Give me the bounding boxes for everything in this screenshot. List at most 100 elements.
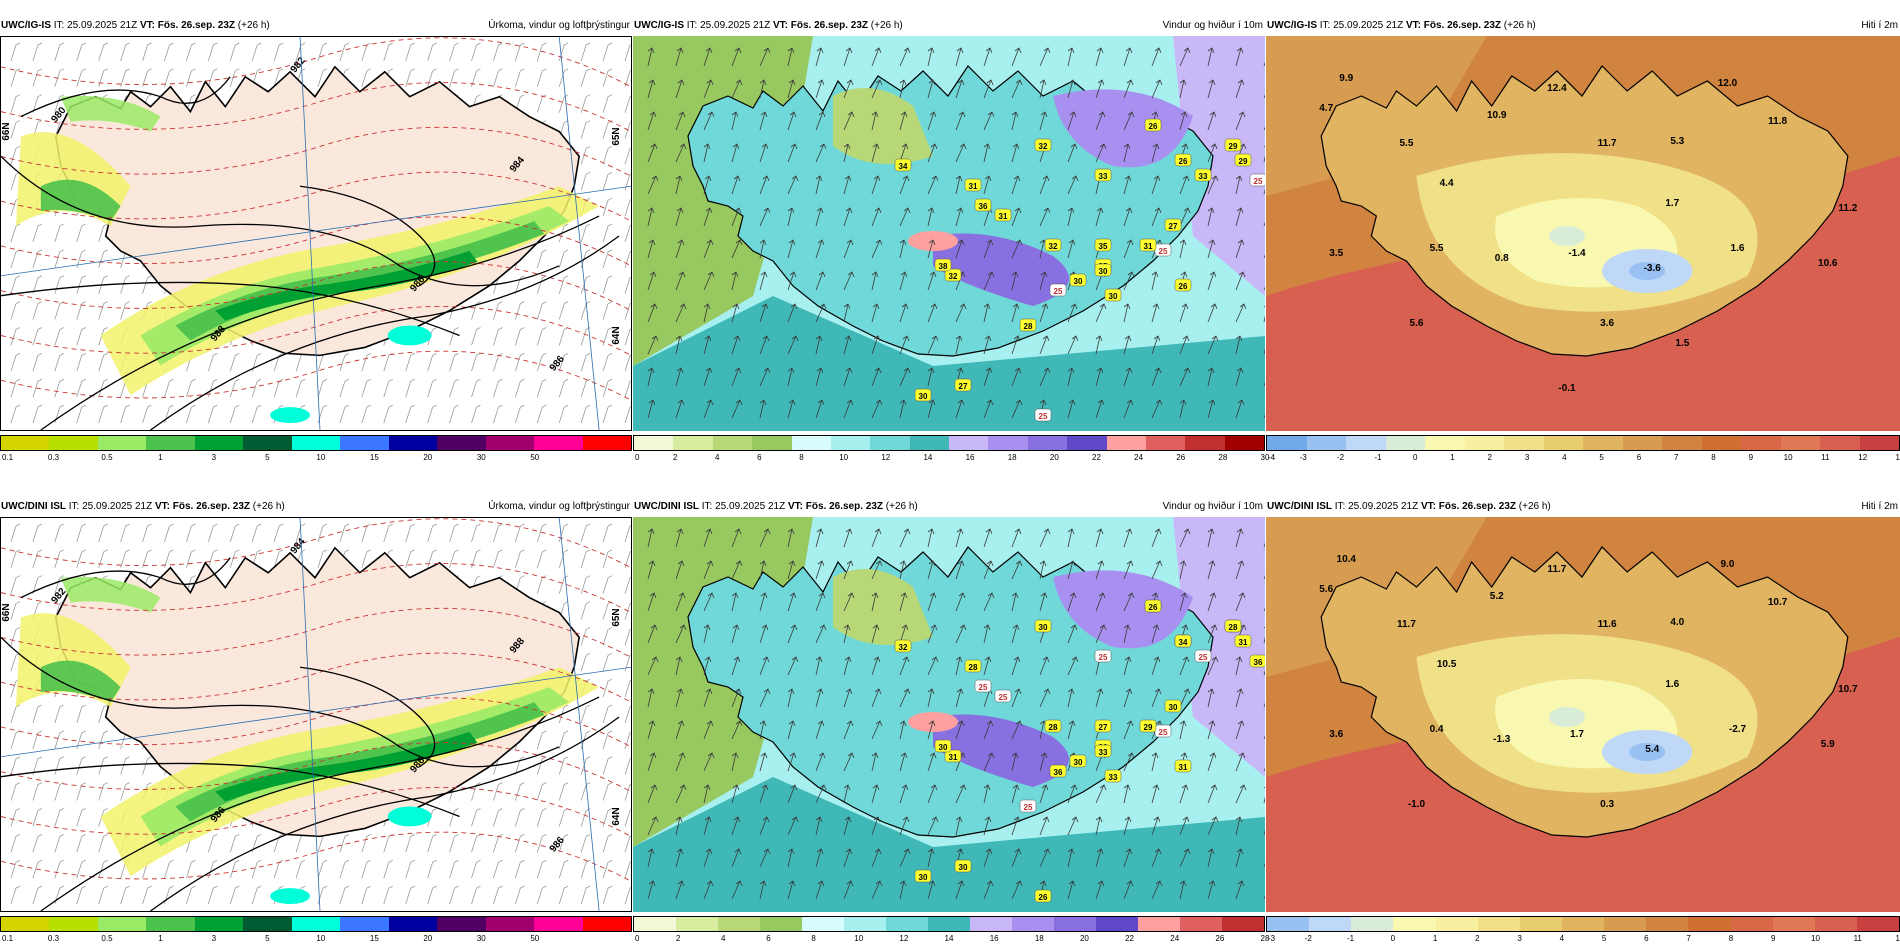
wind-arrow: [759, 720, 767, 740]
wind-arrow: [1235, 592, 1246, 612]
wind-barb: [624, 628, 631, 646]
wind-arrow: [955, 111, 966, 131]
gust-label: 30: [1164, 699, 1182, 713]
wind-arrow: [647, 143, 658, 163]
colorbar-cell: [988, 436, 1028, 450]
wind-barb: [54, 575, 64, 594]
wind-barb: [10, 223, 21, 243]
wind-arrow: [703, 688, 713, 708]
wind-barb: [449, 68, 459, 87]
temp-field-glacier: [1548, 707, 1586, 727]
wind-arrow: [983, 399, 994, 419]
wind-barb: [207, 523, 218, 542]
wind-arrow: [955, 239, 965, 259]
gust-label: 31: [944, 749, 962, 763]
wind-arrow: [1095, 303, 1107, 323]
panel-header: UWC/IG-IS IT: 25.09.2025 21Z VT: Fös. 26…: [0, 18, 632, 34]
wind-barb: [54, 523, 64, 542]
latitude-label: 65N: [611, 127, 622, 145]
colorbar-cell: [194, 436, 244, 450]
wind-barb: [624, 225, 631, 243]
wind-arrow: [1207, 560, 1216, 580]
gust-label: 26: [1144, 118, 1162, 132]
colorbar-cell: [1106, 436, 1146, 450]
isobar-line: [1, 762, 460, 818]
colorbar-cell: [1145, 436, 1186, 450]
wind-arrow: [1235, 271, 1246, 291]
wind-arrow: [1123, 688, 1133, 708]
wind-arrow: [1039, 560, 1047, 580]
colorbar-cell: [1780, 436, 1820, 450]
wind-barb: [98, 301, 108, 320]
wind-arrow: [899, 367, 911, 387]
wind-barb: [405, 859, 415, 879]
wind-barb: [32, 523, 43, 542]
wind-arrow: [983, 848, 993, 868]
wind-arrow: [703, 399, 714, 419]
wind-barb: [361, 404, 372, 424]
wind-barb: [602, 782, 613, 801]
wind-barb: [251, 404, 262, 424]
wind-arrow: [815, 367, 824, 387]
wind-barb: [317, 885, 328, 905]
wind-barb: [514, 834, 525, 853]
wind-arrow: [759, 592, 768, 612]
wind-barb: [164, 523, 174, 542]
colorbar-tick-label: 18: [1007, 453, 1017, 462]
wind-arrow: [731, 848, 742, 868]
wind-arrow: [647, 303, 658, 323]
wind-arrow: [1123, 656, 1132, 676]
wind-barb: [624, 44, 631, 61]
wind-barb: [76, 808, 86, 827]
wind-arrow: [983, 528, 993, 548]
temperature-value: 9.9: [1339, 73, 1353, 84]
map-area: 9.9 12.4 12.0 4.7 10.9 11.8 5.5 11.7 5.3 4.4 1.7 11…: [1266, 36, 1900, 431]
colorbar-ticks: 0 2 4 6 8 10 12 14 16 18 20 22 24 26 28: [633, 933, 1269, 945]
wind-barb: [186, 404, 196, 424]
colorbar-tick-label: -2: [1337, 453, 1345, 462]
temperature-value: 10.6: [1818, 258, 1838, 269]
colorbar-tick-label: 11: [1821, 453, 1830, 462]
wind-barb: [10, 859, 21, 879]
wind-barb: [405, 378, 415, 398]
wind-barb: [32, 704, 43, 724]
wind-barb: [10, 275, 21, 294]
wind-arrow: [983, 335, 992, 355]
wind-barb: [229, 353, 240, 372]
gust-value: 25: [1054, 287, 1063, 296]
temperature-value: 10.4: [1337, 554, 1357, 565]
wind-barb: [471, 859, 481, 879]
wind-barb: [624, 809, 631, 827]
wind-arrow: [843, 880, 854, 900]
wind-barb: [98, 834, 108, 853]
wind-arrow: [759, 688, 771, 708]
wind-arrow: [1039, 47, 1051, 67]
latitude-label: 64N: [611, 326, 622, 344]
wind-arrow: [1011, 79, 1023, 99]
wind-arrow: [759, 207, 771, 227]
gust-value: 27: [1169, 222, 1178, 231]
wind-barb: [164, 859, 174, 879]
wind-barb: [427, 885, 437, 905]
gust-label: 30: [1094, 263, 1112, 277]
gust-label: 25: [1049, 283, 1067, 297]
wind-arrow: [1263, 145, 1265, 163]
wind-arrow: [759, 624, 769, 644]
colorbar-tick-label: 1: [1450, 453, 1455, 462]
wind-barb: [449, 404, 459, 424]
wind-arrow: [899, 720, 907, 740]
wind-barb: [120, 756, 130, 775]
wind-arrow: [955, 880, 965, 900]
wind-field-calm: [833, 569, 933, 645]
wind-barb: [471, 378, 481, 398]
colorbar-tick-label: 30: [1260, 453, 1270, 462]
wind-arrows: [647, 47, 1265, 419]
wind-barb: [514, 523, 525, 542]
isobar-line: [40, 696, 600, 911]
wind-barb: [317, 42, 328, 61]
wind-arrow: [1151, 560, 1163, 580]
wind-arrow: [1011, 528, 1022, 548]
wind-arrow: [703, 175, 712, 195]
wind-arrow: [1067, 560, 1076, 580]
it-value: 25.09.2025 21Z: [1348, 501, 1419, 512]
